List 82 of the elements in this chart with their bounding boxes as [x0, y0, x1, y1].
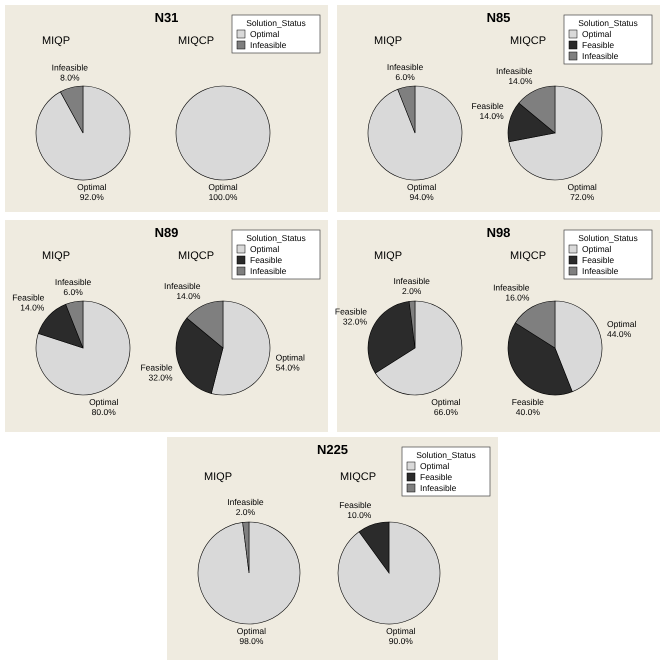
legend-label: Infeasible [420, 483, 457, 493]
data-label: 14.0% [480, 110, 504, 121]
legend-label: Feasible [582, 40, 614, 50]
category-label: Infeasible [493, 282, 530, 293]
data-label: 100.0% [208, 192, 238, 202]
legend-title: Solution_Status [578, 233, 638, 243]
data-label: 32.0% [342, 316, 368, 326]
data-label: 2.0% [402, 286, 422, 296]
data-label: 94.0% [410, 192, 434, 202]
category-label: Optimal [208, 182, 238, 192]
category-label: Feasible [140, 362, 173, 372]
legend-title: Solution_Status [416, 450, 476, 460]
slice-label: MIQP [374, 250, 402, 262]
slice-label: MIQCP [178, 35, 214, 47]
data-label: 16.0% [505, 292, 530, 303]
legend-label: Optimal [250, 244, 280, 254]
legend-label: Optimal [250, 29, 280, 39]
category-label: Feasible [472, 100, 504, 111]
category-label: Infeasible [164, 281, 200, 292]
data-label: 92.0% [80, 192, 104, 202]
category-label: Optimal [386, 626, 416, 636]
data-label: 2.0% [236, 507, 256, 518]
category-label: Feasible [339, 500, 372, 510]
category-label: Infeasible [496, 66, 532, 76]
slice-label: MIQP [42, 35, 70, 47]
slice-label: MIQCP [510, 35, 546, 47]
slice-label: MIQP [42, 250, 70, 262]
chart-title: N85 [486, 10, 510, 25]
legend-label: Optimal [420, 461, 450, 471]
legend-title: Solution_Status [578, 18, 638, 28]
legend-title: Solution_Status [246, 233, 306, 243]
legend-label: Optimal [582, 29, 612, 39]
category-label: Optimal [568, 182, 597, 192]
legend-label: Infeasible [250, 266, 287, 276]
slice-label: Optimal [77, 182, 107, 192]
chart-title: N98 [486, 225, 510, 240]
data-label: 66.0% [434, 407, 458, 417]
data-label: 14.0% [508, 76, 533, 86]
slice-label: Optimal [89, 397, 118, 407]
slice-label: Feasible [12, 292, 45, 303]
slice-label: MIQCP [340, 471, 376, 483]
data-label: 14.0% [176, 291, 201, 302]
legend-label: Feasible [582, 255, 614, 265]
data-label: 6.0% [63, 286, 84, 297]
data-label: 44.0% [607, 329, 632, 340]
legend-title: Solution_Status [246, 18, 306, 28]
data-label: 54.0% [276, 362, 300, 373]
slice-label: Infeasible [393, 276, 430, 286]
slice-label: MIQCP [178, 250, 214, 262]
legend-label: Feasible [250, 255, 282, 265]
category-label: Feasible [512, 397, 544, 407]
slice-label: MIQCP [510, 250, 546, 262]
data-label: 72.0% [570, 192, 595, 202]
legend-label: Feasible [420, 472, 452, 482]
data-label: 98.0% [239, 636, 264, 646]
data-label: 40.0% [516, 407, 540, 417]
data-label: 6.0% [395, 72, 416, 82]
slice-label: Optimal [236, 626, 266, 636]
legend-label: Infeasible [582, 266, 619, 276]
slice-label: Optimal [406, 182, 436, 192]
chart-title: N31 [154, 10, 178, 25]
data-label: 32.0% [148, 372, 174, 382]
slice-label: Infeasible [386, 62, 424, 72]
data-label: 14.0% [20, 302, 45, 313]
chart-title: N89 [154, 225, 178, 240]
slice-label: MIQP [204, 471, 232, 483]
category-label: Optimal [276, 352, 305, 363]
chart-title: N225 [316, 442, 348, 457]
slice-label: MIQP [374, 35, 402, 47]
data-label: 80.0% [92, 407, 116, 417]
data-label: 90.0% [388, 636, 414, 646]
legend-label: Infeasible [582, 51, 619, 61]
category-label: Optimal [607, 319, 636, 330]
slice-label: Infeasible [54, 276, 92, 287]
slice-label: Optimal [431, 397, 461, 407]
data-label: 10.0% [347, 510, 372, 520]
legend-label: Optimal [582, 244, 612, 254]
slice-label: Infeasible [227, 497, 264, 508]
data-label: 8.0% [60, 72, 80, 83]
legend-label: Infeasible [250, 40, 287, 50]
slice-label: Feasible [334, 306, 368, 316]
slice-label: Infeasible [52, 62, 88, 73]
